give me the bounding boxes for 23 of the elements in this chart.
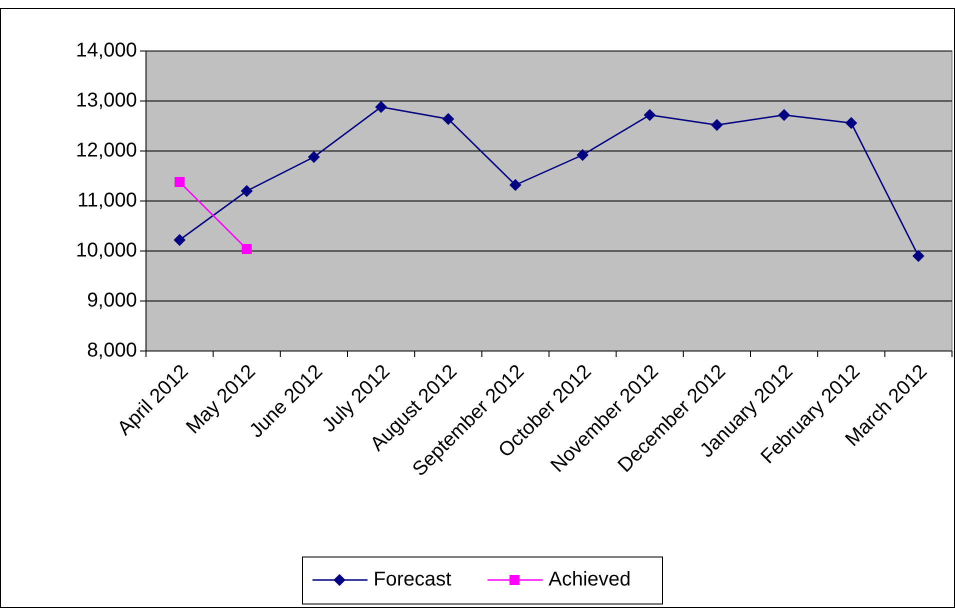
point xyxy=(442,113,454,125)
point xyxy=(710,119,723,131)
y-tick-label: 11,000 xyxy=(77,189,137,212)
legend-label: Achieved xyxy=(548,568,631,590)
point xyxy=(778,109,790,121)
point xyxy=(375,101,388,113)
y-tick-label: 13,000 xyxy=(76,89,137,112)
point xyxy=(242,244,252,254)
point xyxy=(576,149,589,161)
y-tick-label: 14,000 xyxy=(76,39,137,62)
point xyxy=(845,117,858,129)
point xyxy=(509,179,522,191)
point xyxy=(308,151,320,163)
y-tick-label: 9,000 xyxy=(86,289,137,312)
point xyxy=(912,250,924,262)
point xyxy=(644,109,656,121)
y-tick-label: 10,000 xyxy=(76,239,137,262)
point xyxy=(174,177,185,187)
y-tick-label: 12,000 xyxy=(76,139,137,162)
y-tick-label: 8,000 xyxy=(86,339,137,362)
point xyxy=(240,185,253,197)
legend-label: Forecast xyxy=(374,568,452,590)
point xyxy=(174,234,186,246)
